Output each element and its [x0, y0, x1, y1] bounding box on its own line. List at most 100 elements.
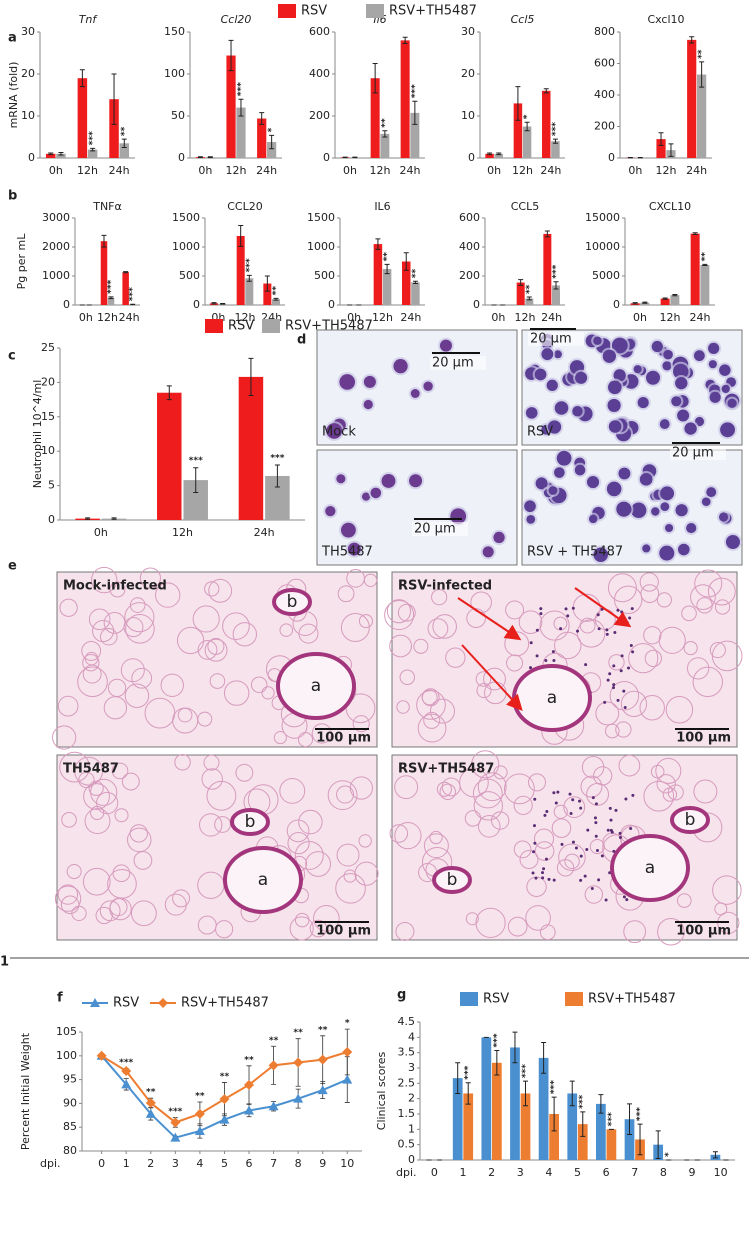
- significance: ***: [245, 258, 255, 272]
- bar: [687, 39, 697, 158]
- panel-label: e: [8, 559, 17, 574]
- alveolus: [164, 893, 187, 916]
- x-tick-label: 12h: [370, 164, 391, 177]
- error-bar: [552, 138, 558, 144]
- x-tick-label: 3: [517, 1166, 524, 1179]
- y-tick-label: 1000: [307, 240, 335, 253]
- infiltrate: [604, 898, 608, 902]
- alveolus: [423, 833, 449, 859]
- y-tick-label: 15: [41, 410, 55, 423]
- alveolus: [475, 671, 492, 687]
- alveolus: [427, 618, 449, 640]
- airway: [432, 866, 472, 894]
- x-tick-label: 12h: [97, 311, 118, 324]
- y-tick-label: 20: [41, 375, 55, 388]
- alveolus: [250, 676, 268, 693]
- alveolus: [176, 626, 205, 655]
- error-bar: [541, 1042, 547, 1074]
- infiltrate: [554, 801, 558, 805]
- significance: **: [293, 1028, 303, 1038]
- y-tick-label: 800: [594, 25, 615, 38]
- y-tick-label: 1000: [42, 269, 70, 282]
- infiltrate: [551, 650, 555, 654]
- x-tick-label: 0h: [198, 164, 212, 177]
- cell-nucleus: [677, 543, 690, 556]
- bar: [267, 142, 277, 158]
- y-tick-label: 1: [408, 1122, 415, 1135]
- cell-nucleus: [575, 371, 588, 384]
- airway: [272, 588, 312, 616]
- bar: [236, 235, 245, 305]
- significance: *: [345, 1019, 350, 1029]
- y-tick-label: 10: [21, 109, 35, 122]
- cell-nucleus: [593, 336, 602, 345]
- chart-title: Ccl5: [511, 13, 535, 26]
- arrow: [457, 597, 522, 641]
- alveolus: [60, 895, 80, 915]
- y-tick-label: 10: [41, 444, 55, 457]
- error-bar: [524, 121, 530, 132]
- significance: *: [267, 127, 277, 132]
- error-bar: [211, 302, 217, 305]
- x-tick-label: 0h: [628, 164, 642, 177]
- infiltrate: [583, 874, 587, 878]
- error-bar: [553, 281, 559, 290]
- y-tick-label: 3: [408, 1061, 415, 1074]
- significance: **: [120, 126, 130, 136]
- infiltrate: [559, 627, 563, 631]
- y-tick-label: 200: [459, 269, 480, 282]
- legend-swatch: [565, 992, 583, 1006]
- y-tick-label: 1500: [172, 211, 200, 224]
- bar: [236, 107, 246, 158]
- cell-nucleus: [410, 389, 420, 398]
- alveolus: [477, 772, 507, 802]
- y-tick-label: 2: [408, 1092, 415, 1105]
- x-tick-label: 0h: [487, 164, 501, 177]
- alveolus: [90, 805, 105, 821]
- alveolus: [421, 688, 440, 707]
- arrow: [461, 644, 523, 711]
- legend-marker: [90, 998, 100, 1007]
- alveolus: [126, 827, 152, 853]
- y-tick-label: 3000: [42, 211, 70, 224]
- alveolus: [57, 695, 79, 717]
- infiltrate: [622, 689, 626, 693]
- infiltrate: [629, 826, 633, 830]
- alveolus: [595, 701, 620, 726]
- alveolus: [655, 757, 682, 784]
- legend-label: RSV: [301, 4, 327, 19]
- cell-nucleus: [602, 349, 616, 363]
- infiltrate: [547, 877, 551, 881]
- bar: [77, 78, 88, 158]
- alveolus: [125, 613, 155, 644]
- alveolus: [399, 669, 416, 686]
- legend-label: RSV: [483, 992, 509, 1007]
- y-tick-label: 30: [21, 25, 35, 38]
- alveolus: [57, 884, 79, 905]
- cell-nucleus: [686, 522, 697, 534]
- scale-label: 20 μm: [432, 356, 474, 371]
- error-bar: [111, 73, 117, 125]
- label-bg: [670, 446, 726, 460]
- alveolus: [623, 920, 647, 944]
- cell-nucleus: [546, 379, 558, 391]
- alveolus: [103, 612, 126, 634]
- alveolus: [298, 809, 323, 835]
- alveolus: [640, 584, 660, 603]
- error-bar: [382, 130, 388, 138]
- point: [145, 1097, 156, 1108]
- y-tick-label: 2000: [42, 240, 70, 253]
- error-bar: [642, 301, 648, 304]
- error-bar: [384, 263, 390, 275]
- alveolus: [389, 634, 412, 658]
- alveolus: [416, 690, 446, 720]
- x-tick-label: 4: [545, 1166, 552, 1179]
- chart-title: CXCL10: [649, 200, 691, 213]
- alveolus: [129, 597, 146, 613]
- significance: ***: [128, 287, 138, 301]
- alveolus: [608, 654, 625, 671]
- cell-nucleus: [659, 419, 670, 430]
- x-tick-label: 7: [270, 1157, 277, 1170]
- x-tick-label: 24h: [256, 164, 277, 177]
- significance: ***: [410, 84, 420, 98]
